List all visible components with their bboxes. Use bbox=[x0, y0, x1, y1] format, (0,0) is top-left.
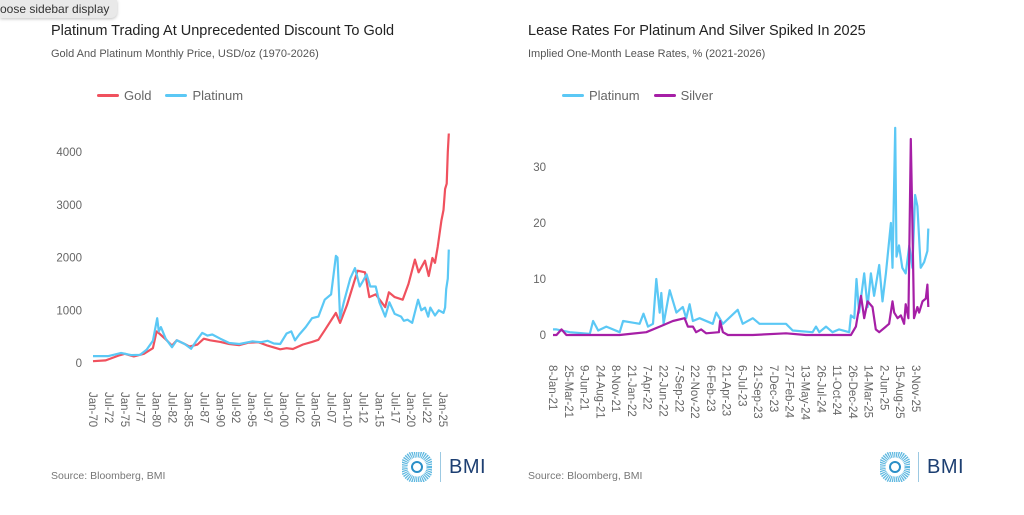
x-tick-label: 21-Apr-23 bbox=[720, 365, 732, 416]
logo-divider bbox=[918, 452, 919, 482]
legend-swatch-silver bbox=[653, 94, 676, 97]
y-tick-label: 30 bbox=[533, 162, 546, 174]
x-tick-label: 7-Apr-22 bbox=[641, 365, 653, 410]
x-tick-label: 7-Dec-23 bbox=[767, 365, 779, 412]
legend-swatch-gold bbox=[97, 94, 119, 97]
x-tick-label: Jul-22 bbox=[420, 392, 432, 423]
legend-label: Platinum bbox=[589, 88, 640, 103]
x-tick-label: Jan-90 bbox=[213, 392, 225, 427]
legend-left: Gold Platinum bbox=[97, 88, 251, 103]
x-tick-label: Jan-20 bbox=[404, 392, 416, 427]
x-tick-label: Jul-02 bbox=[293, 392, 305, 423]
x-tick-label: Jan-70 bbox=[86, 392, 98, 427]
legend-label: Gold bbox=[124, 88, 152, 103]
x-tick-label: 21-Jan-22 bbox=[625, 365, 637, 417]
legend-label: Platinum bbox=[192, 88, 244, 103]
brand-name: BMI bbox=[449, 455, 487, 478]
x-tick-label: Jan-75 bbox=[118, 392, 130, 427]
x-tick-label: 25-Mar-21 bbox=[562, 365, 574, 418]
series-line-platinum bbox=[553, 126, 930, 335]
series-line-gold bbox=[92, 133, 450, 363]
x-tick-label: Jul-17 bbox=[388, 392, 400, 423]
x-tick-label: 3-Nov-25 bbox=[909, 365, 921, 412]
x-tick-label: Jul-97 bbox=[261, 392, 273, 423]
x-tick-label: 27-Feb-24 bbox=[783, 365, 795, 419]
logo-divider bbox=[440, 452, 441, 482]
y-tick-label: 10 bbox=[533, 274, 546, 286]
x-tick-label: 15-Aug-25 bbox=[893, 365, 905, 419]
x-tick-label: Jan-00 bbox=[277, 392, 289, 427]
x-tick-label: 8-Jan-21 bbox=[546, 365, 558, 410]
source-note-left: Source: Bloomberg, BMI bbox=[51, 470, 166, 482]
legend-item-platinum[interactable]: Platinum bbox=[562, 88, 640, 103]
chart-title-left: Platinum Trading At Unprecedented Discou… bbox=[51, 23, 395, 39]
y-tick-label: 0 bbox=[76, 358, 82, 370]
x-tick-label: 22-Jun-22 bbox=[657, 365, 669, 417]
x-tick-label: 6-Jul-23 bbox=[735, 365, 747, 407]
x-tick-label: 24-Aug-21 bbox=[593, 365, 605, 419]
y-tick-label: 20 bbox=[533, 218, 546, 230]
bmi-logo-icon bbox=[402, 452, 432, 482]
source-note-right: Source: Bloomberg, BMI bbox=[528, 470, 643, 482]
x-tick-label: 6-Feb-23 bbox=[704, 365, 716, 412]
series-line-platinum bbox=[93, 249, 450, 358]
x-tick-label: Jul-87 bbox=[197, 392, 209, 423]
y-tick-label: 3000 bbox=[56, 200, 82, 212]
legend-item-platinum[interactable]: Platinum bbox=[165, 88, 243, 103]
x-tick-label: 9-Jun-21 bbox=[578, 365, 590, 410]
chart-title-right: Lease Rates For Platinum And Silver Spik… bbox=[528, 23, 866, 39]
x-tick-label: 2-Jun-25 bbox=[877, 365, 889, 410]
x-tick-label: 21-Sep-23 bbox=[751, 365, 763, 419]
x-tick-label: Jan-10 bbox=[341, 392, 353, 427]
x-tick-label: Jul-12 bbox=[357, 392, 369, 423]
bmi-logo-right: BMI bbox=[880, 452, 964, 482]
y-tick-label: 1000 bbox=[56, 305, 82, 317]
x-tick-label: Jan-80 bbox=[150, 392, 162, 427]
legend-swatch-platinum bbox=[165, 94, 188, 97]
x-tick-label: Jan-95 bbox=[245, 392, 257, 427]
x-tick-label: Jan-25 bbox=[436, 392, 448, 427]
legend-swatch-platinum bbox=[562, 94, 584, 97]
legend-item-silver[interactable]: Silver bbox=[653, 88, 714, 103]
bmi-logo-left: BMI bbox=[402, 452, 486, 482]
legend-label: Silver bbox=[680, 88, 714, 103]
x-tick-label: Jul-77 bbox=[134, 392, 146, 423]
legend-item-gold[interactable]: Gold bbox=[97, 88, 151, 103]
chart-subtitle-right: Implied One-Month Lease Rates, % (2021-2… bbox=[528, 48, 766, 60]
y-tick-label: 4000 bbox=[56, 147, 82, 159]
y-tick-label: 0 bbox=[540, 330, 546, 342]
x-tick-label: Jan-05 bbox=[309, 392, 321, 427]
x-tick-label: 14-Mar-25 bbox=[862, 365, 874, 418]
brand-name: BMI bbox=[927, 455, 965, 478]
y-tick-label: 2000 bbox=[56, 253, 82, 265]
x-tick-label: 26-Dec-24 bbox=[846, 365, 858, 419]
bmi-logo-icon bbox=[880, 452, 910, 482]
x-tick-label: 13-May-24 bbox=[799, 365, 811, 421]
chart-subtitle-left: Gold And Platinum Monthly Price, USD/oz … bbox=[51, 48, 319, 60]
series-line-silver bbox=[553, 137, 930, 337]
x-tick-label: 7-Sep-22 bbox=[672, 365, 684, 412]
x-tick-label: Jul-72 bbox=[102, 392, 114, 423]
legend-right: Platinum Silver bbox=[562, 88, 721, 103]
x-tick-label: Jul-82 bbox=[166, 392, 178, 423]
x-tick-label: 26-Jul-24 bbox=[814, 365, 826, 414]
x-tick-label: Jan-85 bbox=[182, 392, 194, 427]
x-tick-label: 8-Nov-21 bbox=[609, 365, 621, 412]
x-tick-label: Jul-92 bbox=[229, 392, 241, 423]
sidebar-display-tooltip: oose sidebar display bbox=[0, 0, 118, 18]
x-tick-label: Jul-07 bbox=[325, 392, 337, 423]
x-tick-label: Jan-15 bbox=[372, 392, 384, 427]
x-tick-label: 11-Oct-24 bbox=[830, 365, 842, 416]
x-tick-label: 22-Nov-22 bbox=[688, 365, 700, 419]
